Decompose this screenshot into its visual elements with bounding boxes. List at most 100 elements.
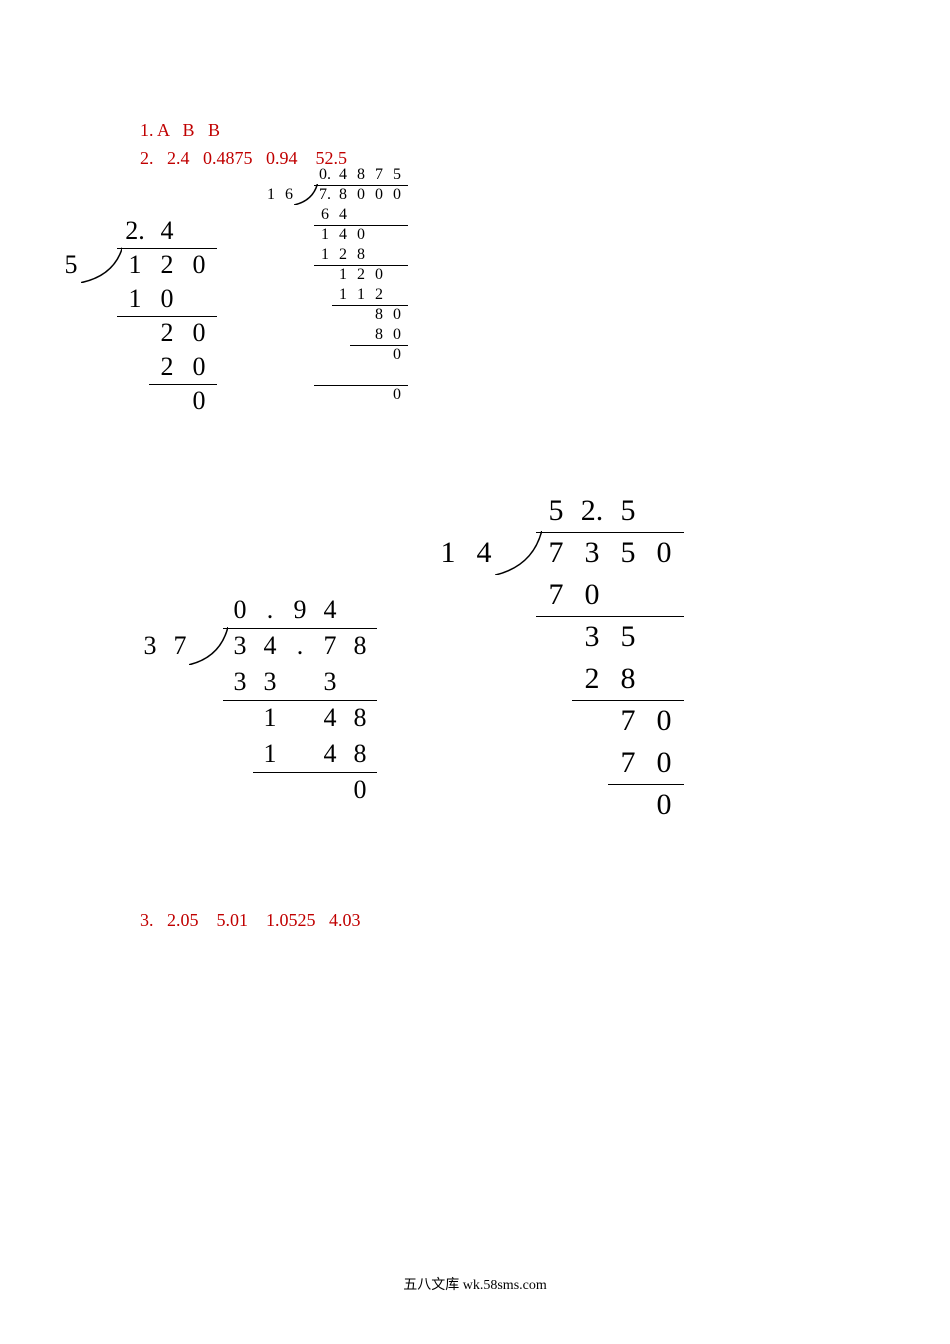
division-cell: [135, 700, 165, 736]
division-cell: [646, 490, 682, 532]
division-cell: [352, 345, 370, 365]
division-rule: [572, 700, 684, 701]
division-row: 0: [430, 784, 682, 826]
division-cell: [298, 345, 316, 365]
division-cell: 1: [119, 248, 151, 282]
footer-text: 五八文库 wk.58sms.com: [0, 1274, 950, 1294]
division-cell: [334, 325, 352, 345]
division-cell: [334, 365, 352, 385]
division-cell: [165, 592, 195, 628]
division-cell: [255, 772, 285, 808]
division-cell: [466, 574, 502, 616]
division-row: 0: [262, 345, 406, 365]
division-cell: [574, 742, 610, 784]
long-division-4: 52.514735070352870700: [430, 490, 682, 826]
division-cell: 1: [430, 532, 466, 574]
division-cell: [262, 345, 280, 365]
long-division-1: 2.451201020200: [55, 214, 215, 418]
division-cell: 3: [255, 664, 285, 700]
division-cell: 6: [316, 205, 334, 225]
division-cell: [262, 205, 280, 225]
division-cell: [225, 700, 255, 736]
division-cell: [280, 285, 298, 305]
division-cell: 0: [183, 248, 215, 282]
division-row: 148: [135, 736, 375, 772]
division-cell: 5: [610, 490, 646, 532]
division-cell: 4: [315, 736, 345, 772]
division-rule: [314, 185, 408, 186]
division-cell: 0: [352, 225, 370, 245]
division-cell: [610, 784, 646, 826]
division-cell: [388, 265, 406, 285]
division-cell: 3: [135, 628, 165, 664]
division-rule: [117, 316, 217, 317]
division-cell: [280, 245, 298, 265]
division-cell: 7: [370, 165, 388, 185]
division-bracket-icon: [81, 247, 123, 283]
division-cell: [262, 305, 280, 325]
division-cell: [262, 165, 280, 185]
division-cell: [298, 285, 316, 305]
division-cell: [298, 305, 316, 325]
division-cell: 0: [370, 265, 388, 285]
division-cell: 8: [345, 628, 375, 664]
division-rule: [149, 384, 217, 385]
division-cell: [262, 325, 280, 345]
division-cell: [135, 772, 165, 808]
division-row: 120: [262, 265, 406, 285]
division-cell: [538, 742, 574, 784]
division-cell: [370, 245, 388, 265]
division-cell: [334, 385, 352, 405]
division-cell: [316, 305, 334, 325]
division-cell: [119, 316, 151, 350]
division-cell: [388, 245, 406, 265]
division-row: 80: [262, 325, 406, 345]
division-cell: [388, 285, 406, 305]
division-cell: [574, 700, 610, 742]
division-cell: 4: [255, 628, 285, 664]
division-cell: 0: [646, 742, 682, 784]
division-cell: 0: [388, 385, 406, 405]
division-row: 5120: [55, 248, 215, 282]
division-cell: 7: [538, 574, 574, 616]
division-cell: .: [255, 592, 285, 628]
division-row: 70: [430, 574, 682, 616]
division-rule: [223, 700, 377, 701]
division-cell: [352, 385, 370, 405]
division-cell: [225, 736, 255, 772]
division-cell: [183, 282, 215, 316]
division-cell: 8: [345, 700, 375, 736]
division-cell: [316, 265, 334, 285]
division-cell: [280, 305, 298, 325]
division-cell: [430, 784, 466, 826]
division-cell: 2: [334, 245, 352, 265]
division-cell: [262, 285, 280, 305]
division-cell: 1: [255, 736, 285, 772]
division-cell: [370, 205, 388, 225]
division-cell: 5: [610, 532, 646, 574]
division-cell: 1: [262, 185, 280, 205]
division-cell: [345, 664, 375, 700]
division-cell: 8: [370, 305, 388, 325]
division-cell: [538, 616, 574, 658]
division-cell: 3: [574, 532, 610, 574]
division-cell: 0: [388, 305, 406, 325]
division-row: 147350: [430, 532, 682, 574]
division-cell: [334, 345, 352, 365]
division-cell: [430, 700, 466, 742]
division-row: [262, 365, 406, 385]
division-cell: 7: [610, 742, 646, 784]
division-cell: [352, 325, 370, 345]
division-cell: 0: [646, 784, 682, 826]
division-cell: [55, 350, 87, 384]
division-cell: [502, 490, 538, 532]
division-cell: [165, 664, 195, 700]
division-row: 0.94: [135, 592, 375, 628]
division-cell: 0: [388, 185, 406, 205]
division-rule: [350, 345, 408, 346]
division-cell: [646, 658, 682, 700]
division-cell: [195, 772, 225, 808]
division-cell: 5: [388, 165, 406, 185]
division-cell: 0: [225, 592, 255, 628]
division-cell: [87, 214, 119, 248]
